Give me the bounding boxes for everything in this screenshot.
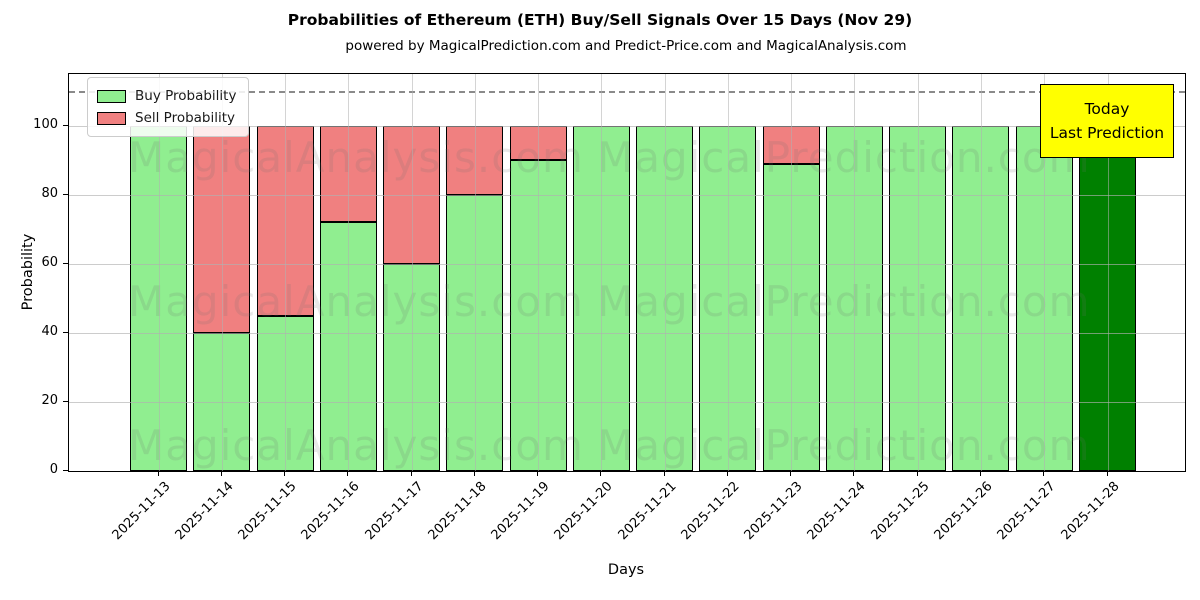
legend-sell-label: Sell Probability bbox=[135, 110, 236, 126]
x-tick-label-2025-11-15: 2025-11-15 bbox=[235, 479, 300, 544]
legend: Buy Probability Sell Probability bbox=[87, 77, 250, 137]
y-tick-mark bbox=[63, 193, 68, 195]
v-gridline-2025-11-26 bbox=[980, 74, 982, 471]
today-annotation-line1: Today bbox=[1084, 99, 1130, 118]
x-tick-label-2025-11-25: 2025-11-25 bbox=[868, 479, 933, 544]
v-gridline-2025-11-14 bbox=[221, 74, 223, 471]
x-tick-mark bbox=[790, 471, 792, 476]
x-axis-label: Days bbox=[607, 562, 645, 578]
h-gridline-40 bbox=[69, 332, 1185, 334]
y-tick-label-80: 80 bbox=[41, 185, 58, 201]
h-gridline-20 bbox=[69, 401, 1185, 403]
dashed-reference-line bbox=[69, 91, 1185, 94]
v-gridline-2025-11-28 bbox=[1107, 74, 1109, 471]
y-tick-mark bbox=[63, 262, 68, 264]
x-tick-label-2025-11-17: 2025-11-17 bbox=[362, 479, 427, 544]
x-tick-label-2025-11-23: 2025-11-23 bbox=[741, 479, 806, 544]
x-tick-mark bbox=[916, 471, 918, 476]
y-tick-mark bbox=[63, 400, 68, 402]
x-tick-mark bbox=[347, 471, 349, 476]
chart-title: Probabilities of Ethereum (ETH) Buy/Sell… bbox=[287, 11, 913, 29]
x-tick-mark bbox=[979, 471, 981, 476]
v-gridline-2025-11-19 bbox=[538, 74, 540, 471]
x-tick-mark bbox=[410, 471, 412, 476]
v-gridline-2025-11-27 bbox=[1044, 74, 1046, 471]
legend-entry-sell: Sell Probability bbox=[97, 107, 236, 129]
y-tick-label-0: 0 bbox=[49, 462, 58, 477]
x-tick-mark bbox=[600, 471, 602, 476]
x-tick-label-2025-11-22: 2025-11-22 bbox=[678, 479, 743, 544]
watermark-prediction: MagicalPrediction.com bbox=[597, 277, 1091, 326]
x-tick-mark bbox=[1043, 471, 1045, 476]
y-tick-mark bbox=[63, 124, 68, 126]
v-gridline-2025-11-17 bbox=[411, 74, 413, 471]
x-tick-mark bbox=[853, 471, 855, 476]
v-gridline-2025-11-18 bbox=[474, 74, 476, 471]
x-tick-label-2025-11-28: 2025-11-28 bbox=[1058, 479, 1123, 544]
v-gridline-2025-11-25 bbox=[917, 74, 919, 471]
y-tick-label-60: 60 bbox=[41, 254, 58, 270]
x-tick-mark bbox=[726, 471, 728, 476]
x-tick-mark bbox=[473, 471, 475, 476]
y-tick-label-100: 100 bbox=[33, 116, 58, 132]
v-gridline-2025-11-24 bbox=[854, 74, 856, 471]
v-gridline-2025-11-15 bbox=[285, 74, 287, 471]
x-tick-label-2025-11-24: 2025-11-24 bbox=[804, 479, 870, 544]
plot-area: Buy Probability Sell Probability Today L… bbox=[68, 73, 1186, 472]
h-gridline-100 bbox=[69, 125, 1185, 127]
x-tick-label-2025-11-16: 2025-11-16 bbox=[298, 479, 363, 544]
today-annotation-box: Today Last Prediction bbox=[1040, 84, 1174, 158]
y-tick-label-20: 20 bbox=[41, 392, 58, 408]
h-gridline-60 bbox=[69, 263, 1185, 265]
watermark-prediction: MagicalPrediction.com bbox=[597, 421, 1091, 470]
x-tick-mark bbox=[284, 471, 286, 476]
y-tick-label-40: 40 bbox=[41, 323, 58, 339]
y-axis-label: Probability bbox=[20, 233, 36, 311]
legend-entry-buy: Buy Probability bbox=[97, 85, 236, 107]
v-gridline-2025-11-13 bbox=[158, 74, 160, 471]
buy-swatch-icon bbox=[97, 89, 126, 103]
v-gridline-2025-11-20 bbox=[601, 74, 603, 471]
today-annotation-line2: Last Prediction bbox=[1049, 124, 1165, 142]
x-tick-mark bbox=[537, 471, 539, 476]
h-gridline-80 bbox=[69, 194, 1185, 196]
x-tick-label-2025-11-14: 2025-11-14 bbox=[172, 479, 237, 544]
x-tick-label-2025-11-13: 2025-11-13 bbox=[109, 479, 174, 544]
x-tick-label-2025-11-21: 2025-11-21 bbox=[615, 479, 680, 544]
legend-buy-label: Buy Probability bbox=[135, 88, 237, 104]
v-gridline-2025-11-21 bbox=[664, 74, 666, 471]
x-tick-label-2025-11-27: 2025-11-27 bbox=[994, 479, 1059, 544]
watermark-analysis: MagicalAnalysis.com bbox=[128, 421, 584, 470]
x-tick-label-2025-11-26: 2025-11-26 bbox=[931, 479, 996, 544]
x-tick-label-2025-11-20: 2025-11-20 bbox=[551, 479, 616, 544]
x-tick-mark bbox=[663, 471, 665, 476]
watermark-analysis: MagicalAnalysis.com bbox=[128, 133, 584, 182]
y-tick-mark bbox=[63, 331, 68, 333]
sell-swatch-icon bbox=[97, 111, 126, 125]
v-gridline-2025-11-23 bbox=[791, 74, 793, 471]
chart-subtitle: powered by MagicalPrediction.com and Pre… bbox=[345, 38, 907, 54]
watermark-analysis: MagicalAnalysis.com bbox=[128, 277, 584, 326]
v-gridline-2025-11-16 bbox=[348, 74, 350, 471]
x-tick-label-2025-11-19: 2025-11-19 bbox=[488, 479, 553, 544]
x-tick-mark bbox=[157, 471, 159, 476]
x-tick-mark bbox=[220, 471, 222, 476]
v-gridline-2025-11-22 bbox=[727, 74, 729, 471]
x-tick-label-2025-11-18: 2025-11-18 bbox=[425, 479, 490, 544]
y-tick-mark bbox=[63, 470, 68, 471]
watermark-prediction: MagicalPrediction.com bbox=[597, 133, 1091, 182]
x-tick-mark bbox=[1106, 471, 1108, 476]
